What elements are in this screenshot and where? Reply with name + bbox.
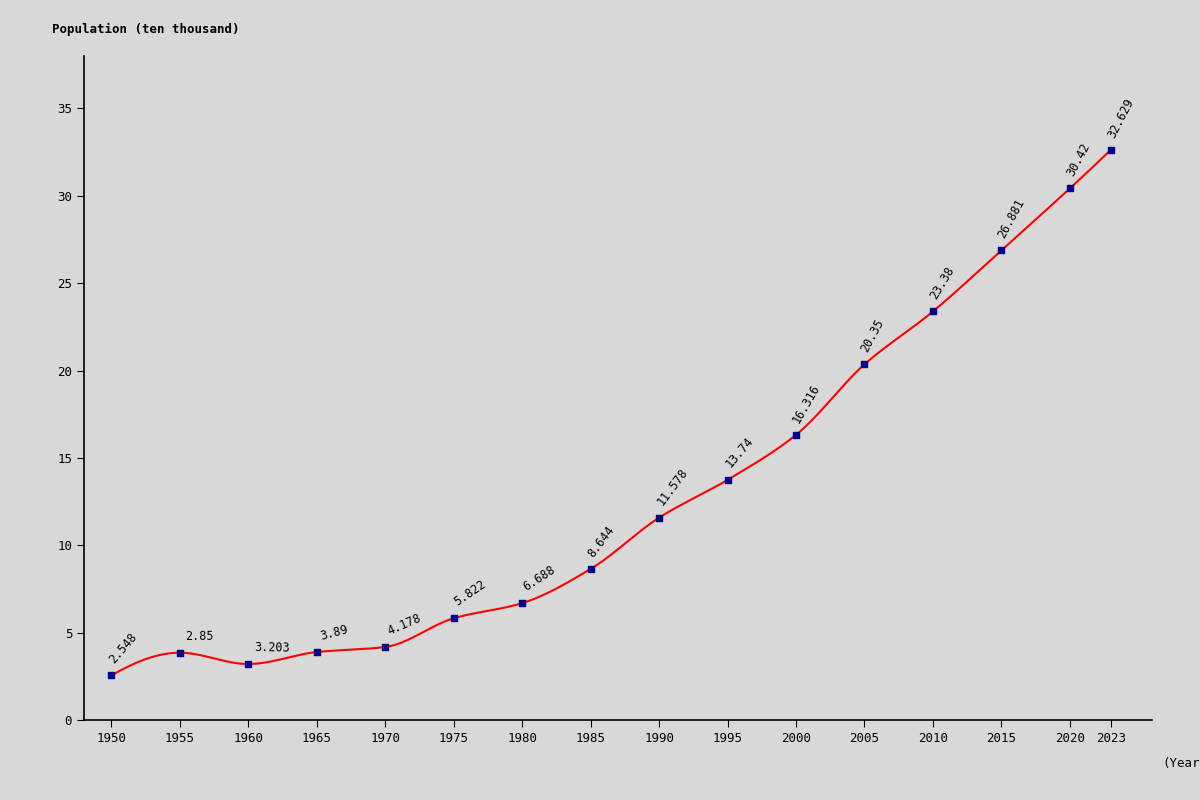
Text: 20.35: 20.35 [858,318,887,354]
Point [718,474,737,486]
Point [1102,143,1121,156]
Point [923,305,942,318]
Text: 5.822: 5.822 [452,578,488,609]
Text: 30.42: 30.42 [1064,142,1092,179]
Text: 13.74: 13.74 [724,434,756,470]
Text: 3.89: 3.89 [319,622,349,642]
Point [581,562,600,575]
Text: 8.644: 8.644 [586,523,618,559]
Text: 6.688: 6.688 [521,563,558,594]
Text: 26.881: 26.881 [996,197,1027,241]
Point [649,511,668,524]
Point [307,646,326,658]
Text: 16.316: 16.316 [791,382,823,426]
Point [854,358,874,371]
Text: Population (ten thousand): Population (ten thousand) [52,23,240,36]
Point [786,429,805,442]
Point [376,641,395,654]
Text: 23.38: 23.38 [928,265,956,302]
Text: 11.578: 11.578 [654,466,690,508]
Point [170,646,190,659]
Point [991,244,1010,257]
Point [239,658,258,670]
Text: 32.629: 32.629 [1105,96,1136,140]
Point [1061,182,1080,195]
Text: 2.85: 2.85 [185,630,214,643]
Text: 4.178: 4.178 [385,611,424,638]
Point [444,612,463,625]
Text: (Year): (Year) [1163,757,1200,770]
Point [512,597,532,610]
Point [102,669,121,682]
Text: 3.203: 3.203 [253,642,289,655]
Text: 2.548: 2.548 [107,630,140,666]
